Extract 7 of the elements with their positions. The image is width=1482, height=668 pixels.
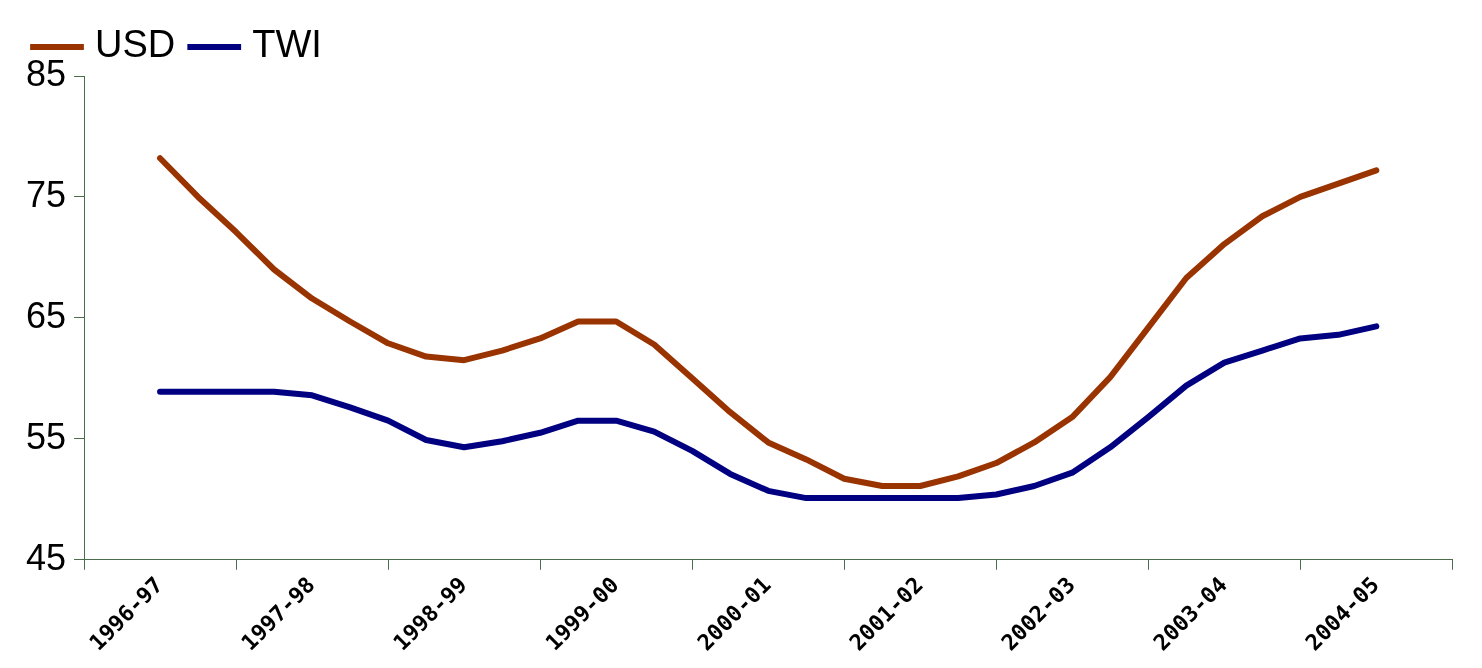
y-tick-label: 45: [26, 536, 67, 578]
y-tick-label: 75: [26, 173, 67, 215]
legend-label: TWI: [252, 23, 322, 66]
y-tick-label: 55: [26, 415, 67, 457]
legend-label: USD: [95, 23, 176, 66]
y-tick-label: 65: [26, 294, 67, 336]
y-tick-label: 85: [26, 52, 67, 94]
